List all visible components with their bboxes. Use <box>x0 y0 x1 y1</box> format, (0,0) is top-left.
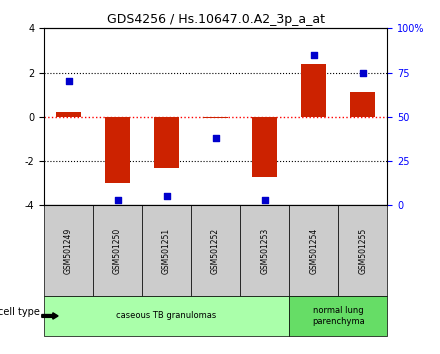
Text: caseous TB granulomas: caseous TB granulomas <box>117 312 216 320</box>
Bar <box>203 117 228 118</box>
Bar <box>56 113 81 117</box>
Point <box>359 70 366 75</box>
Point <box>261 197 268 203</box>
Point <box>65 79 72 84</box>
Bar <box>350 92 375 117</box>
Point <box>212 135 219 141</box>
Title: GDS4256 / Hs.10647.0.A2_3p_a_at: GDS4256 / Hs.10647.0.A2_3p_a_at <box>106 13 325 26</box>
Text: GSM501254: GSM501254 <box>309 227 318 274</box>
Text: GSM501250: GSM501250 <box>113 227 122 274</box>
Text: GSM501255: GSM501255 <box>358 227 367 274</box>
Point <box>163 194 170 199</box>
Point <box>114 197 121 203</box>
Text: cell type: cell type <box>0 307 40 318</box>
Text: normal lung
parenchyma: normal lung parenchyma <box>312 306 365 326</box>
Point <box>310 52 317 58</box>
Bar <box>154 117 179 168</box>
Bar <box>301 64 326 117</box>
Text: GSM501252: GSM501252 <box>211 227 220 274</box>
Bar <box>253 117 277 177</box>
Text: GSM501253: GSM501253 <box>260 227 269 274</box>
Text: GSM501251: GSM501251 <box>162 227 171 274</box>
Bar <box>105 117 130 183</box>
Text: GSM501249: GSM501249 <box>64 227 73 274</box>
